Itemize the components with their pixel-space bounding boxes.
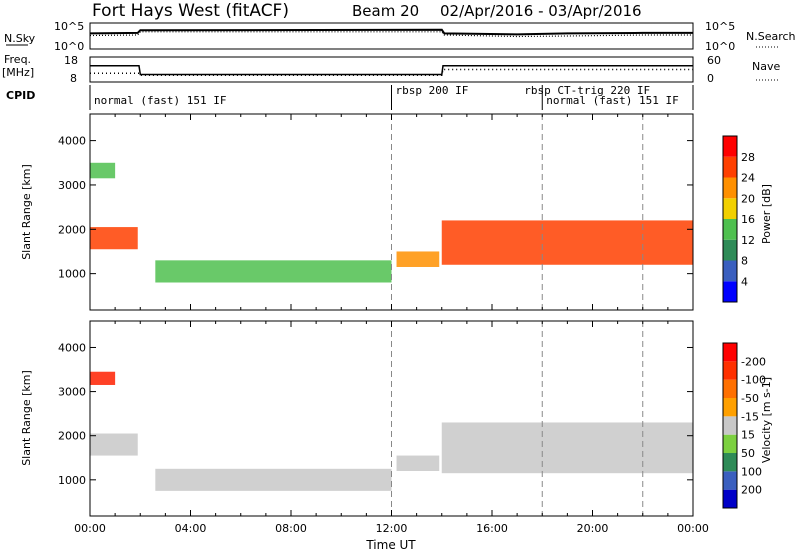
colorbar-segment bbox=[723, 398, 737, 417]
x-tick-label: 08:00 bbox=[275, 522, 307, 535]
y-tick-label: 1000 bbox=[58, 474, 86, 487]
colorbar-segment bbox=[723, 198, 737, 219]
cpid-segment-label: normal (fast) 151 IF bbox=[546, 94, 678, 107]
y-tick-label: 1000 bbox=[58, 268, 86, 281]
x-tick-label: 12:00 bbox=[376, 522, 408, 535]
x-tick-label: 00:00 bbox=[74, 522, 106, 535]
freq-right-tick-top: 60 bbox=[707, 54, 721, 67]
colorbar-tick-label: 100 bbox=[741, 465, 762, 478]
noise-right-tick-bottom: 10^0 bbox=[705, 40, 735, 53]
beam-label: Beam 20 bbox=[352, 2, 419, 20]
x-tick-label: 16:00 bbox=[476, 522, 508, 535]
velocity-panel: 1000 2000 3000 4000 00:00 04:00 08:00 12:00 16:0… bbox=[20, 320, 773, 552]
colorbar-tick-label: -50 bbox=[741, 392, 759, 405]
y-tick-label: 3000 bbox=[58, 386, 86, 399]
echo-band bbox=[90, 433, 138, 456]
colorbar-segment bbox=[723, 281, 737, 302]
x-tick-label: 20:00 bbox=[577, 522, 609, 535]
freq-right-tick-bottom: 0 bbox=[707, 72, 714, 85]
colorbar-segment bbox=[723, 361, 737, 380]
echo-band bbox=[90, 227, 138, 250]
colorbar-tick-label: 12 bbox=[741, 234, 755, 247]
echo-band bbox=[441, 422, 693, 474]
echo-band bbox=[396, 455, 440, 471]
noise-series-line bbox=[89, 31, 693, 38]
freq-left-tick-top: 18 bbox=[64, 54, 78, 67]
freq-right-label: Nave bbox=[752, 60, 780, 73]
freq-left-label: Freq. bbox=[4, 53, 31, 66]
noise-right-tick-top: 10^5 bbox=[705, 20, 735, 33]
colorbar-segment bbox=[723, 177, 737, 199]
colorbar-tick-label: -15 bbox=[741, 410, 759, 423]
colorbar-segment bbox=[723, 136, 737, 157]
echo-band bbox=[90, 162, 116, 179]
colorbar-frame bbox=[722, 135, 738, 303]
colorbar-segment bbox=[723, 416, 737, 435]
noise-left-tick-bottom: 10^0 bbox=[54, 40, 84, 53]
power-panel: 1000 2000 3000 4000 Slant Range [km] 4 8 12 16… bbox=[20, 113, 773, 311]
x-tick-label: 00:00 bbox=[677, 522, 709, 535]
freq-left-tick-bottom: 8 bbox=[70, 72, 77, 85]
colorbar-tick-label: 200 bbox=[741, 484, 762, 497]
colorbar-tick-label: -100 bbox=[741, 374, 766, 387]
y-tick-label: 4000 bbox=[58, 341, 86, 354]
colorbar-tick-label: -200 bbox=[741, 355, 766, 368]
colorbar-tick-label: 28 bbox=[741, 151, 755, 164]
echo-band bbox=[396, 251, 440, 267]
plot-title: Fort Hays West (fitACF) bbox=[92, 1, 289, 21]
colorbar-segment bbox=[723, 489, 737, 508]
noise-series-line bbox=[89, 28, 693, 36]
y-tick-label: 3000 bbox=[58, 179, 86, 192]
colorbar-tick-label: 20 bbox=[741, 192, 755, 205]
colorbar-tick-label: 4 bbox=[741, 275, 748, 288]
cpid-label: CPID bbox=[6, 89, 35, 102]
colorbar-segment bbox=[723, 379, 737, 398]
freq-panel: Freq. [MHz] 18 8 60 0 Nave bbox=[2, 53, 780, 85]
power-ylabel: Slant Range [km] bbox=[20, 164, 33, 260]
power-colorbar: 4 8 12 16 20 24 28 Power [dB] bbox=[722, 135, 773, 303]
colorbar-segment bbox=[723, 239, 737, 261]
colorbar-segment bbox=[723, 471, 737, 490]
cpid-segment-label: rbsp 200 IF bbox=[396, 84, 469, 97]
colorbar-frame bbox=[722, 342, 738, 509]
date-range: 02/Apr/2016 - 03/Apr/2016 bbox=[440, 2, 642, 20]
velocity-colorbar: 200 100 50 15 -15 -50 -100 -200 Velocity [m s-1… bbox=[722, 342, 773, 509]
colorbar-segment bbox=[723, 260, 737, 282]
colorbar-segment bbox=[723, 156, 737, 178]
colorbar-tick-label: 8 bbox=[741, 255, 748, 268]
velocity-ylabel: Slant Range [km] bbox=[20, 370, 33, 466]
noise-left-label: N.Sky bbox=[4, 32, 36, 45]
cpid-panel: CPID normal (fast) 151 IF rbsp 200 IF rbsp… bbox=[6, 84, 694, 110]
y-tick-label: 2000 bbox=[58, 430, 86, 443]
y-tick-label: 4000 bbox=[58, 135, 86, 148]
noise-left-tick-top: 10^5 bbox=[54, 20, 84, 33]
freq-series-line bbox=[90, 68, 693, 77]
freq-left-unit: [MHz] bbox=[2, 66, 34, 79]
x-axis-label: Time UT bbox=[365, 538, 416, 552]
cpid-segment-label: rbsp CT-trig 220 IF bbox=[524, 84, 650, 97]
echo-band bbox=[155, 260, 392, 283]
cpid-segment-label: normal (fast) 151 IF bbox=[94, 94, 226, 107]
noise-right-label: N.Search bbox=[746, 30, 796, 43]
echo-band bbox=[90, 371, 116, 385]
noise-panel: N.Sky 10^5 10^0 10^5 10^0 N.Search bbox=[4, 20, 796, 53]
velocity-colorbar-label: Velocity [m s-1] bbox=[760, 377, 773, 463]
colorbar-tick-label: 24 bbox=[741, 172, 755, 185]
freq-series-line bbox=[90, 65, 693, 76]
y-tick-label: 2000 bbox=[58, 223, 86, 236]
colorbar-segment bbox=[723, 453, 737, 472]
power-colorbar-label: Power [dB] bbox=[760, 184, 773, 244]
echo-band bbox=[155, 468, 392, 491]
echo-band bbox=[441, 220, 693, 265]
colorbar-tick-label: 15 bbox=[741, 429, 755, 442]
colorbar-segment bbox=[723, 219, 737, 240]
colorbar-tick-label: 50 bbox=[741, 447, 755, 460]
colorbar-tick-label: 16 bbox=[741, 213, 755, 226]
colorbar-segment bbox=[723, 343, 737, 362]
colorbar-segment bbox=[723, 434, 737, 453]
x-tick-label: 04:00 bbox=[175, 522, 207, 535]
